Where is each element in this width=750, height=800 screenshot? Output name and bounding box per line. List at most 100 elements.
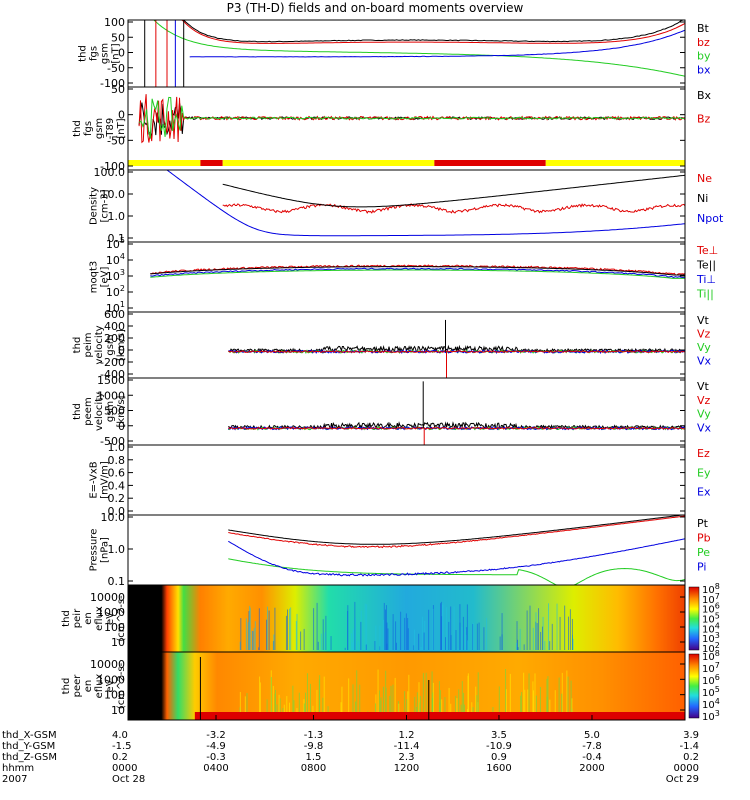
panel-peer_spec bbox=[127, 651, 700, 721]
x-tick-label: -3.2 bbox=[206, 730, 226, 741]
series-Ni bbox=[222, 174, 686, 208]
legend-entry: by bbox=[697, 50, 711, 63]
y-tick-label: -500 bbox=[100, 435, 125, 448]
y-tick-label: 600 bbox=[104, 308, 125, 321]
legend-entry: Vt bbox=[697, 380, 710, 393]
y-tick-label: 100 bbox=[104, 689, 125, 702]
y-axis-label: en bbox=[83, 680, 94, 693]
x-row-label: hhmm bbox=[2, 763, 34, 774]
x-tick-label: 0800 bbox=[301, 763, 326, 774]
y-tick-label: 0 bbox=[118, 47, 125, 60]
y-axis-label: thd bbox=[61, 610, 72, 627]
x-tick-label: -9.8 bbox=[304, 741, 324, 752]
y-axis-label: eV bbox=[105, 612, 116, 625]
y-tick-label: 50 bbox=[111, 83, 125, 96]
y-tick-label: 400 bbox=[104, 320, 125, 333]
y-tick-label: 0.1 bbox=[108, 575, 126, 588]
series-Pb bbox=[228, 515, 686, 549]
y-axis-label: gsm bbox=[105, 334, 116, 355]
status-bar-segment bbox=[200, 160, 223, 166]
series-Bx bbox=[138, 102, 686, 137]
y-tick-label: -400 bbox=[100, 368, 125, 381]
y-axis-label: fgs bbox=[89, 46, 100, 61]
legend-entry: Bx bbox=[697, 89, 712, 102]
y-tick-label: 100 bbox=[104, 621, 125, 634]
y-tick-label: 1000 bbox=[97, 673, 125, 686]
x-tick-label: 3.5 bbox=[491, 730, 507, 741]
y-axis-label: [mV/m] bbox=[100, 461, 111, 499]
y-axis-label: -T89 bbox=[105, 118, 116, 140]
legend-entry: Bt bbox=[697, 22, 710, 35]
x-tick-label: 2.3 bbox=[399, 752, 415, 763]
panel-fgs bbox=[127, 19, 686, 88]
legend-entry: Te|| bbox=[696, 259, 716, 272]
x-row-label: thd_Y-GSM bbox=[2, 741, 55, 752]
x-row-label: thd_Z-GSM bbox=[2, 752, 57, 763]
y-axis-label: [km/s] bbox=[116, 395, 127, 427]
y-axis-label: en bbox=[83, 612, 94, 625]
x-tick-label: -1.4 bbox=[679, 741, 699, 752]
y-axis-label: moqt3 bbox=[89, 261, 100, 294]
legend-entry: Ez bbox=[697, 447, 710, 460]
legend-entry: Vx bbox=[697, 355, 712, 368]
y-axis-label: Density bbox=[89, 187, 100, 225]
status-bar-segment bbox=[128, 160, 201, 166]
y-axis-label: velocity bbox=[94, 392, 105, 431]
x-tick-label: -10.9 bbox=[486, 741, 512, 752]
panel-peir_spec bbox=[127, 584, 700, 653]
y-tick-label: -100 bbox=[100, 160, 125, 173]
y-axis-label: eflux bbox=[94, 674, 105, 699]
legend-entry: Vy bbox=[697, 341, 711, 354]
y-axis-label: Pressure bbox=[89, 529, 100, 572]
x-tick-label: Oct 29 bbox=[666, 774, 699, 785]
y-tick-label: 104 bbox=[106, 252, 125, 267]
y-axis-label: peir bbox=[72, 608, 83, 628]
y-tick-label: 1500 bbox=[97, 374, 125, 387]
y-tick-label: 200 bbox=[104, 332, 125, 345]
series-by bbox=[145, 19, 686, 77]
panel-frame bbox=[127, 377, 686, 446]
chart-title: P3 (TH-D) fields and on-board moments ov… bbox=[226, 1, 524, 15]
y-tick-label: 10000 bbox=[90, 658, 125, 671]
colorbar bbox=[688, 653, 700, 719]
y-tick-label: 100.0 bbox=[94, 166, 126, 179]
y-tick-label: 500 bbox=[104, 405, 125, 418]
x-tick-label: 0.2 bbox=[683, 752, 699, 763]
y-tick-label: 10 bbox=[111, 636, 125, 649]
x-tick-label: 1200 bbox=[394, 763, 419, 774]
colorbar bbox=[688, 586, 700, 651]
y-tick-label: 10.0 bbox=[101, 511, 126, 524]
series-Ne bbox=[222, 202, 686, 214]
series-green bbox=[138, 96, 686, 139]
series-bx bbox=[189, 29, 686, 58]
series-Pt bbox=[228, 514, 685, 545]
status-bar-segment bbox=[222, 160, 435, 166]
x-tick-label: -0.4 bbox=[582, 752, 602, 763]
x-tick-label: -0.3 bbox=[206, 752, 226, 763]
panel-efield bbox=[127, 444, 686, 516]
y-axis-label: fgs bbox=[83, 121, 94, 136]
y-axis-label: E=-VxB bbox=[89, 461, 100, 498]
y-tick-label: 1.0 bbox=[108, 441, 126, 454]
legend-entry: Ex bbox=[697, 486, 711, 499]
legend-entry: Ne bbox=[697, 172, 712, 185]
y-tick-label: 10000 bbox=[90, 591, 125, 604]
legend-entry: Bz bbox=[697, 113, 711, 126]
y-tick-label: 0.1 bbox=[108, 232, 126, 245]
y-axis-label: eV bbox=[105, 679, 116, 692]
x-tick-label: 1600 bbox=[486, 763, 511, 774]
panel-peem_v bbox=[127, 377, 686, 446]
y-axis-label: velocity bbox=[94, 325, 105, 364]
y-tick-label: 0.2 bbox=[108, 492, 126, 505]
series-Ti-perp bbox=[150, 267, 686, 279]
panel-frame bbox=[127, 444, 686, 516]
y-axis-label: [eV] bbox=[100, 267, 111, 288]
y-tick-label: 0 bbox=[118, 420, 125, 433]
x-row-label: thd_X-GSM bbox=[2, 730, 57, 741]
legend-entry: Pb bbox=[697, 532, 711, 545]
y-tick-label: -100 bbox=[100, 77, 125, 90]
series-Ti-par bbox=[150, 269, 685, 279]
x-row-label: 2007 bbox=[2, 774, 27, 785]
y-tick-label: 50 bbox=[111, 31, 125, 44]
y-axis-label: thd bbox=[72, 337, 83, 354]
